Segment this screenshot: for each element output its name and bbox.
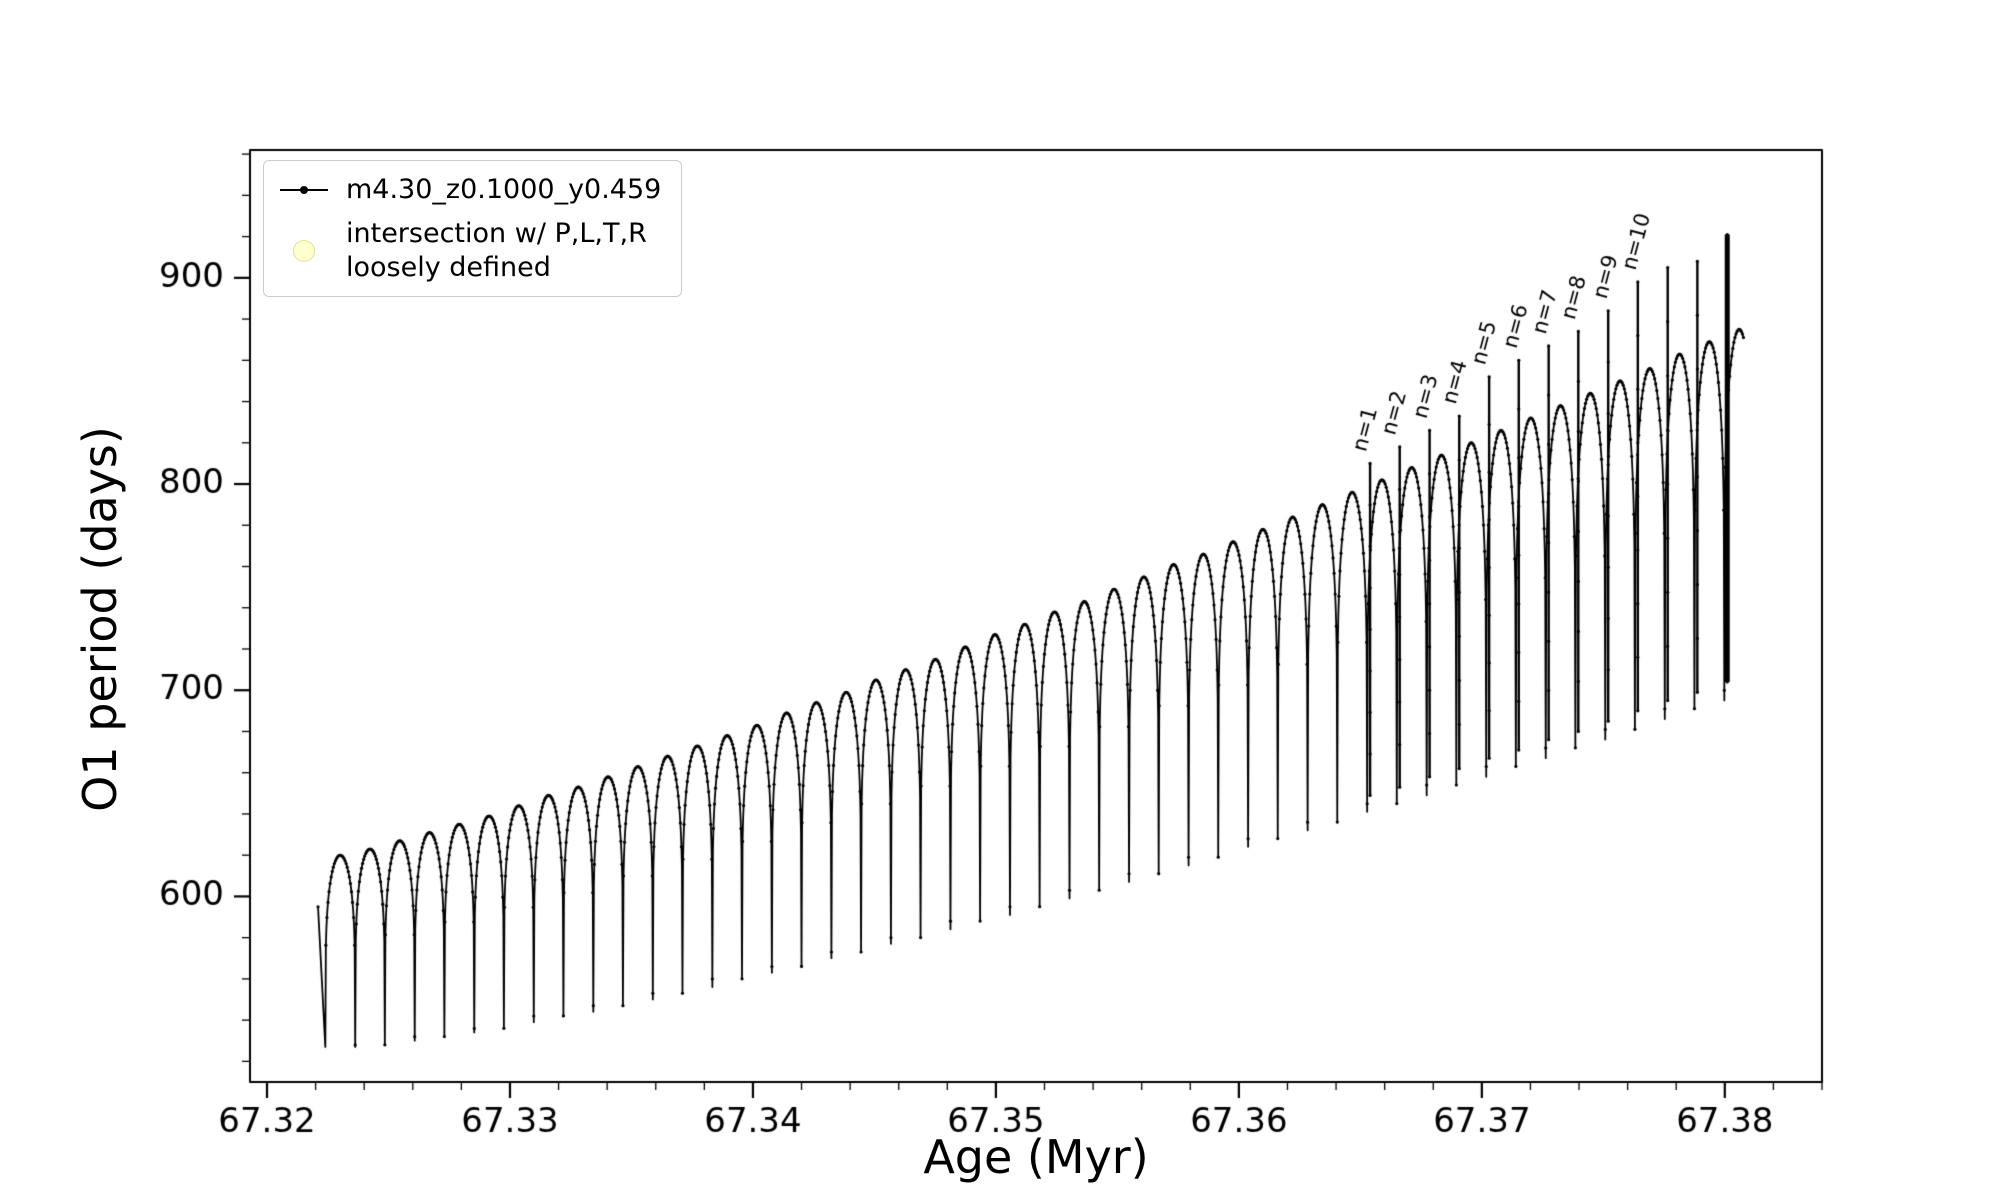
legend-series-label: m4.30_z0.1000_y0.459 [346,174,662,205]
legend-entry-intersection: intersection w/ P,L,T,R loosely defined [278,217,661,285]
y-axis-label: O1 period (days) [73,426,127,812]
x-axis-label: Age (Myr) [923,1130,1149,1184]
legend-marker-cell [278,185,330,194]
legend-entry-series: m4.30_z0.1000_y0.459 [278,173,661,207]
dot-marker-icon [300,185,308,194]
legend-intersection-label: intersection w/ P,L,T,R loosely defined [346,217,647,283]
line-marker-icon [280,185,328,194]
circle-marker-icon [293,239,315,262]
legend: m4.30_z0.1000_y0.459 intersection w/ P,L… [263,160,683,298]
legend-marker-cell [278,239,330,262]
